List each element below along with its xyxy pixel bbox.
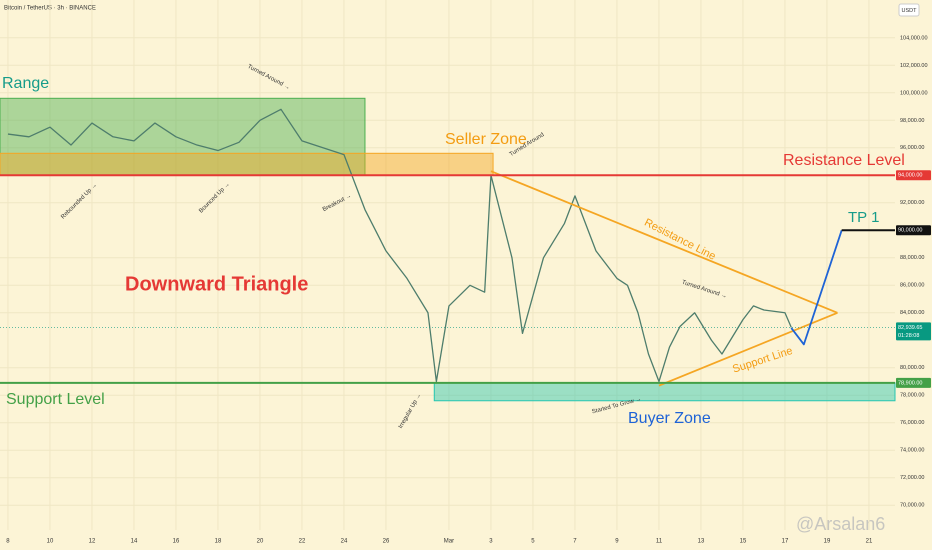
trend-line: [790, 230, 843, 346]
trend-line: [658, 311, 838, 387]
trend-line: [490, 170, 838, 314]
x-tick-label: 21: [866, 539, 873, 545]
currency: USDT: [902, 8, 918, 14]
x-tick-label: 7: [573, 539, 577, 545]
price-axis: [895, 0, 932, 550]
y-tick-label: 84,000.00: [900, 310, 924, 316]
y-tick-label: 86,000.00: [900, 283, 924, 289]
x-tick-label: 22: [299, 539, 306, 545]
y-tick-label: 70,000.00: [900, 503, 924, 509]
y-tick-label: 100,000.00: [900, 90, 928, 96]
x-tick-label: 26: [383, 539, 390, 545]
x-tick-label: 10: [47, 539, 54, 545]
x-tick-label: 15: [740, 539, 747, 545]
countdown: 01:28:08: [898, 333, 919, 339]
price-tag: [896, 170, 931, 181]
x-tick-label: 20: [257, 539, 264, 545]
zone: [0, 152, 494, 176]
annotation: TP 1: [848, 209, 879, 226]
x-tick-label: 12: [89, 539, 96, 545]
y-tick-label: 92,000.00: [900, 200, 924, 206]
price-line: [7, 108, 792, 383]
annotation: Buyer Zone: [628, 410, 711, 427]
x-tick-label: 24: [341, 539, 348, 545]
annotation: Downward Triangle: [125, 273, 308, 295]
price-tag: [896, 377, 931, 388]
price-tag-label: 90,000.00: [898, 228, 922, 234]
y-tick-label: 74,000.00: [900, 448, 924, 454]
y-tick-label: 76,000.00: [900, 420, 924, 426]
y-tick-label: 104,000.00: [900, 35, 928, 41]
price-tag: [896, 322, 931, 341]
x-tick-label: 8: [6, 539, 10, 545]
y-tick-label: 88,000.00: [900, 255, 924, 261]
watermark: @Arsalan6: [796, 514, 885, 534]
price-tag-label: 78,900.00: [898, 380, 922, 386]
x-tick-label: 16: [173, 539, 180, 545]
price-tag-label: 94,000.00: [898, 173, 922, 179]
x-tick-label: 13: [698, 539, 705, 545]
price-tag: [896, 225, 931, 236]
currency-box: [898, 3, 920, 17]
annotation: Seller Zone: [445, 131, 527, 148]
y-tick-label: 72,000.00: [900, 475, 924, 481]
x-tick-label: 17: [782, 539, 789, 545]
annotation: Range: [2, 75, 49, 92]
zone: [433, 382, 896, 402]
x-tick-label: 5: [531, 539, 535, 545]
x-tick-label: 19: [824, 539, 831, 545]
annotation: Resistance Level: [783, 152, 905, 169]
x-tick-label: 11: [656, 539, 663, 545]
y-tick-label: 78,000.00: [900, 393, 924, 399]
y-tick-label: 80,000.00: [900, 365, 924, 371]
x-tick-label: 9: [615, 539, 619, 545]
y-tick-label: 96,000.00: [900, 145, 924, 151]
y-tick-label: 102,000.00: [900, 63, 928, 69]
y-tick-label: 98,000.00: [900, 118, 924, 124]
price-tag-label: 82,939.65: [898, 325, 922, 331]
annotation: Support Level: [6, 391, 105, 408]
x-tick-label: 14: [131, 539, 138, 545]
x-tick-label: Mar: [444, 539, 454, 545]
x-tick-label: 18: [215, 539, 222, 545]
x-tick-label: 3: [489, 539, 493, 545]
